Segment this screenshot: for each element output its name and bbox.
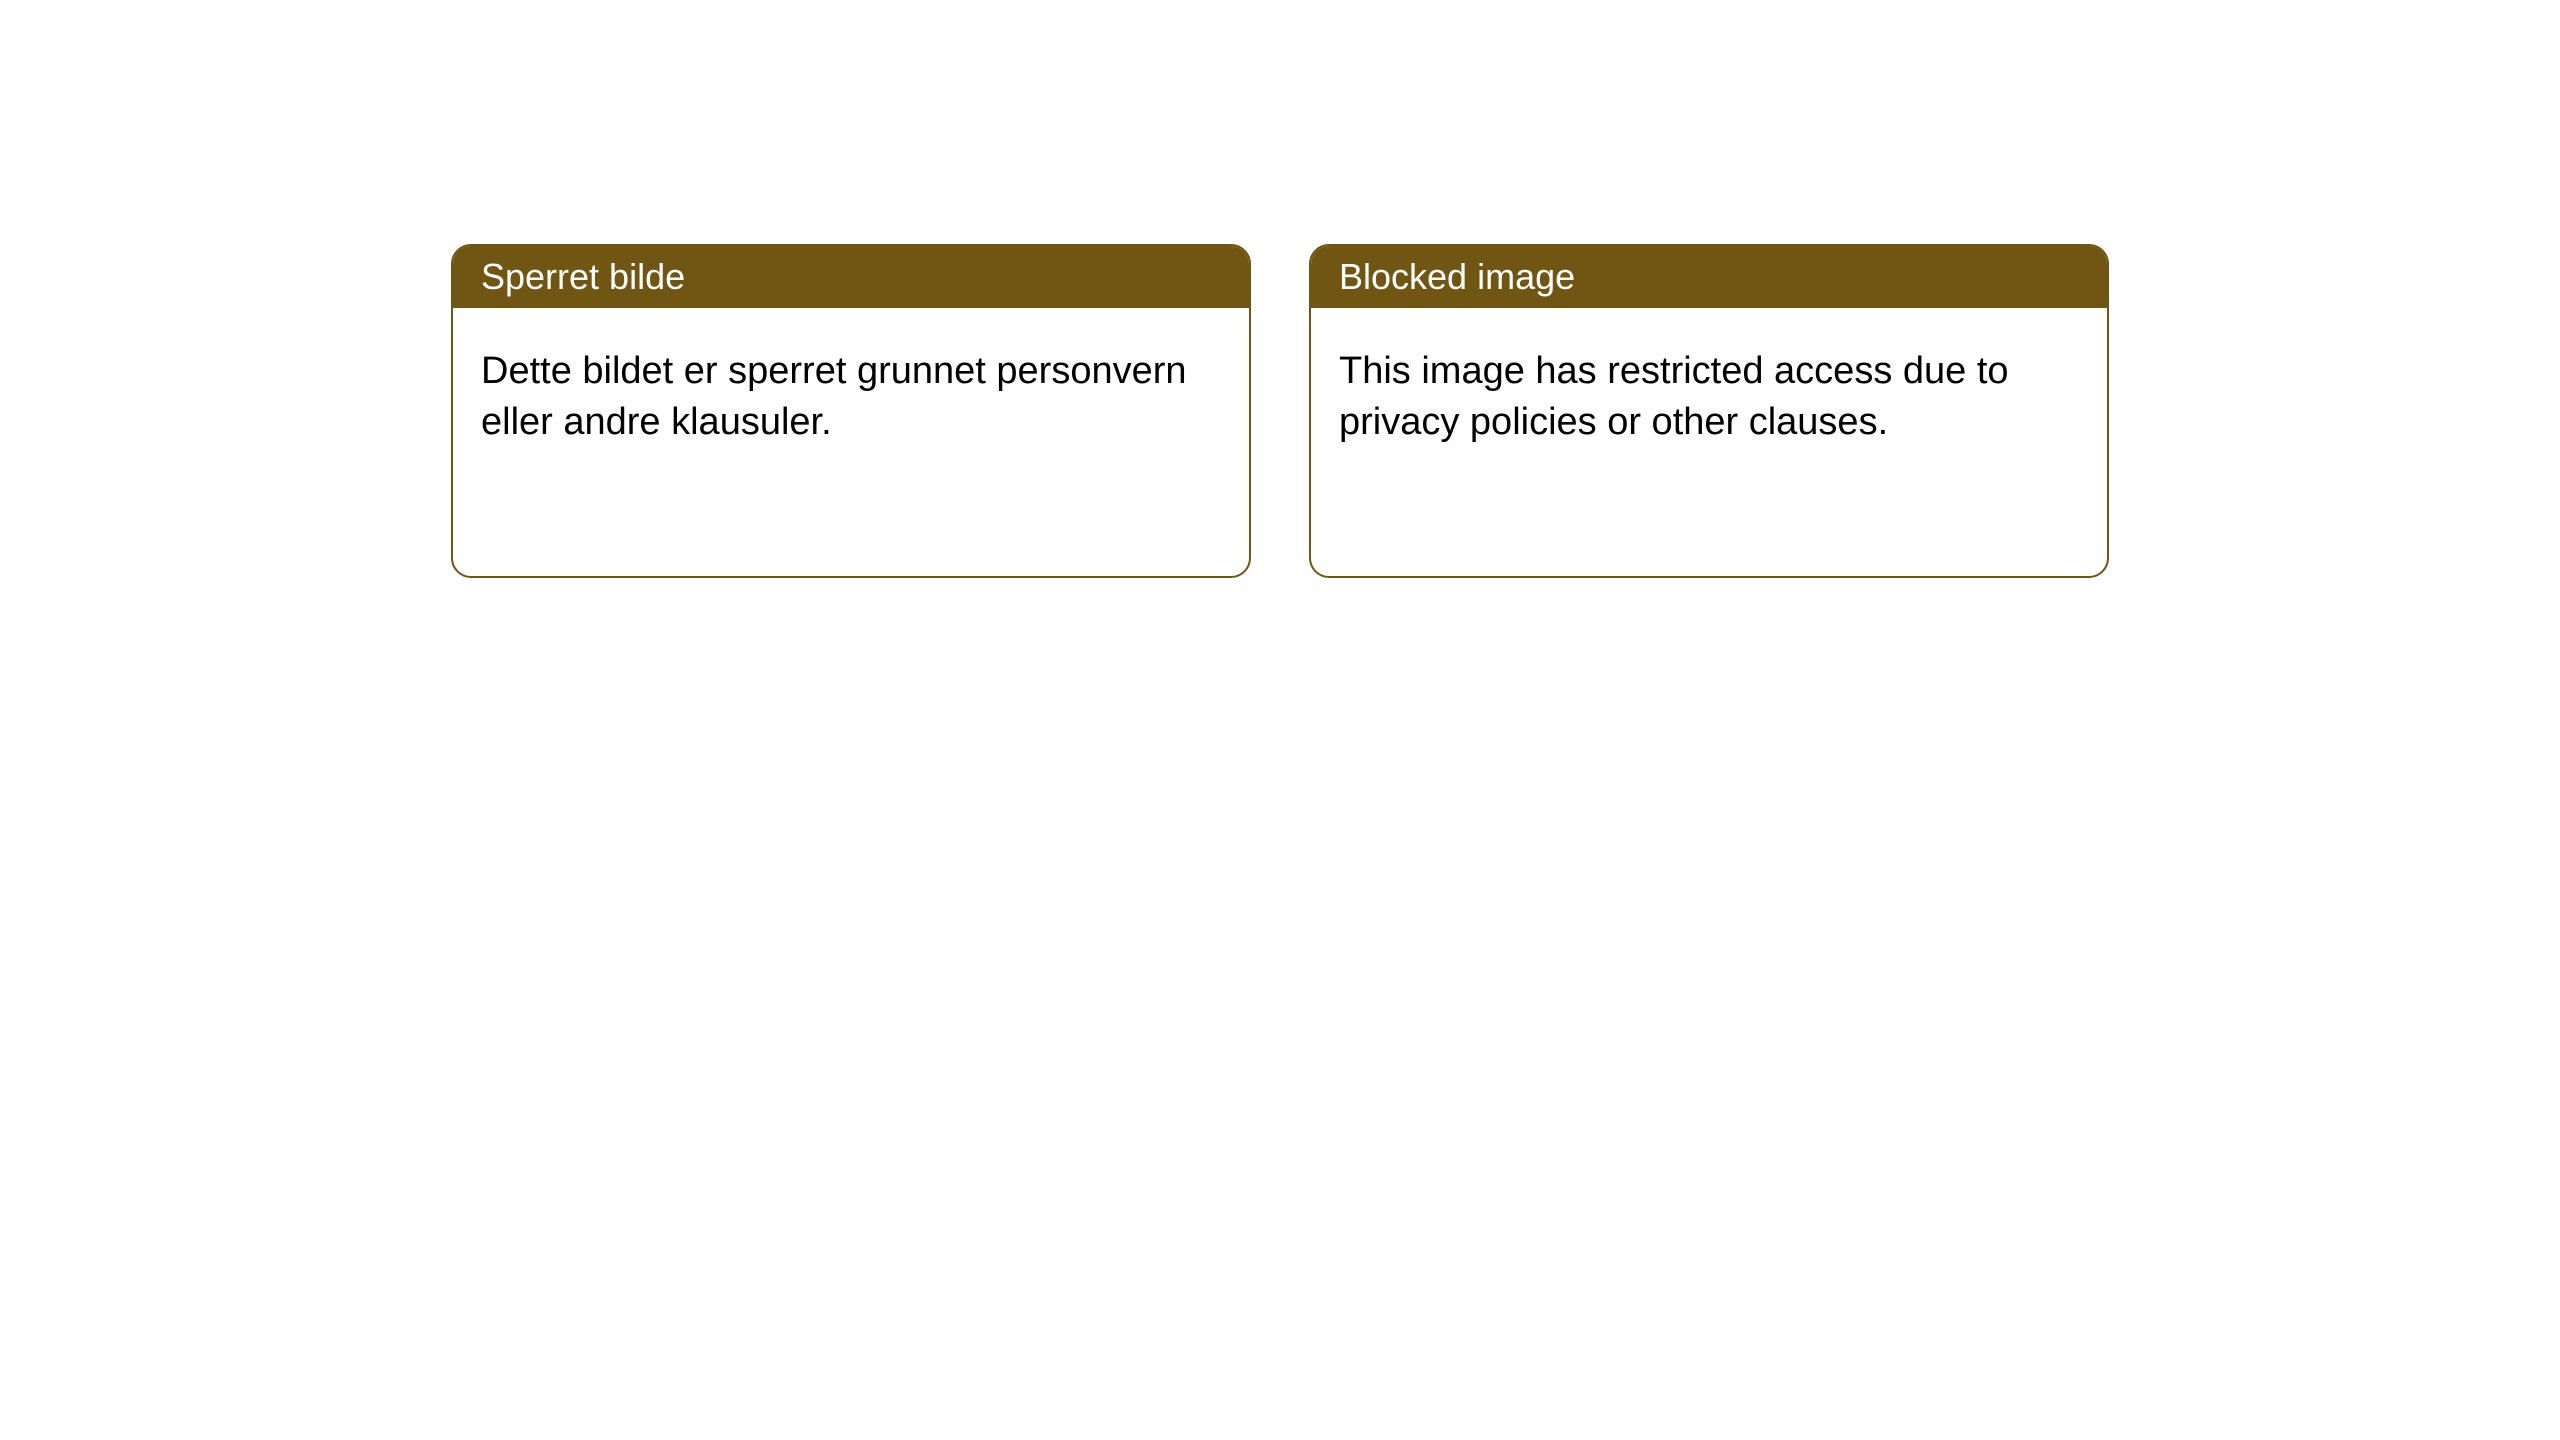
card-body: This image has restricted access due to … xyxy=(1311,308,2107,487)
notice-cards-container: Sperret bilde Dette bildet er sperret gr… xyxy=(451,244,2109,578)
card-body: Dette bildet er sperret grunnet personve… xyxy=(453,308,1249,487)
notice-card-norwegian: Sperret bilde Dette bildet er sperret gr… xyxy=(451,244,1251,578)
card-body-text: Dette bildet er sperret grunnet personve… xyxy=(481,350,1187,443)
notice-card-english: Blocked image This image has restricted … xyxy=(1309,244,2109,578)
card-header: Sperret bilde xyxy=(453,246,1249,308)
card-title: Blocked image xyxy=(1339,256,1575,297)
card-header: Blocked image xyxy=(1311,246,2107,308)
card-body-text: This image has restricted access due to … xyxy=(1339,350,2009,443)
card-title: Sperret bilde xyxy=(481,256,685,297)
